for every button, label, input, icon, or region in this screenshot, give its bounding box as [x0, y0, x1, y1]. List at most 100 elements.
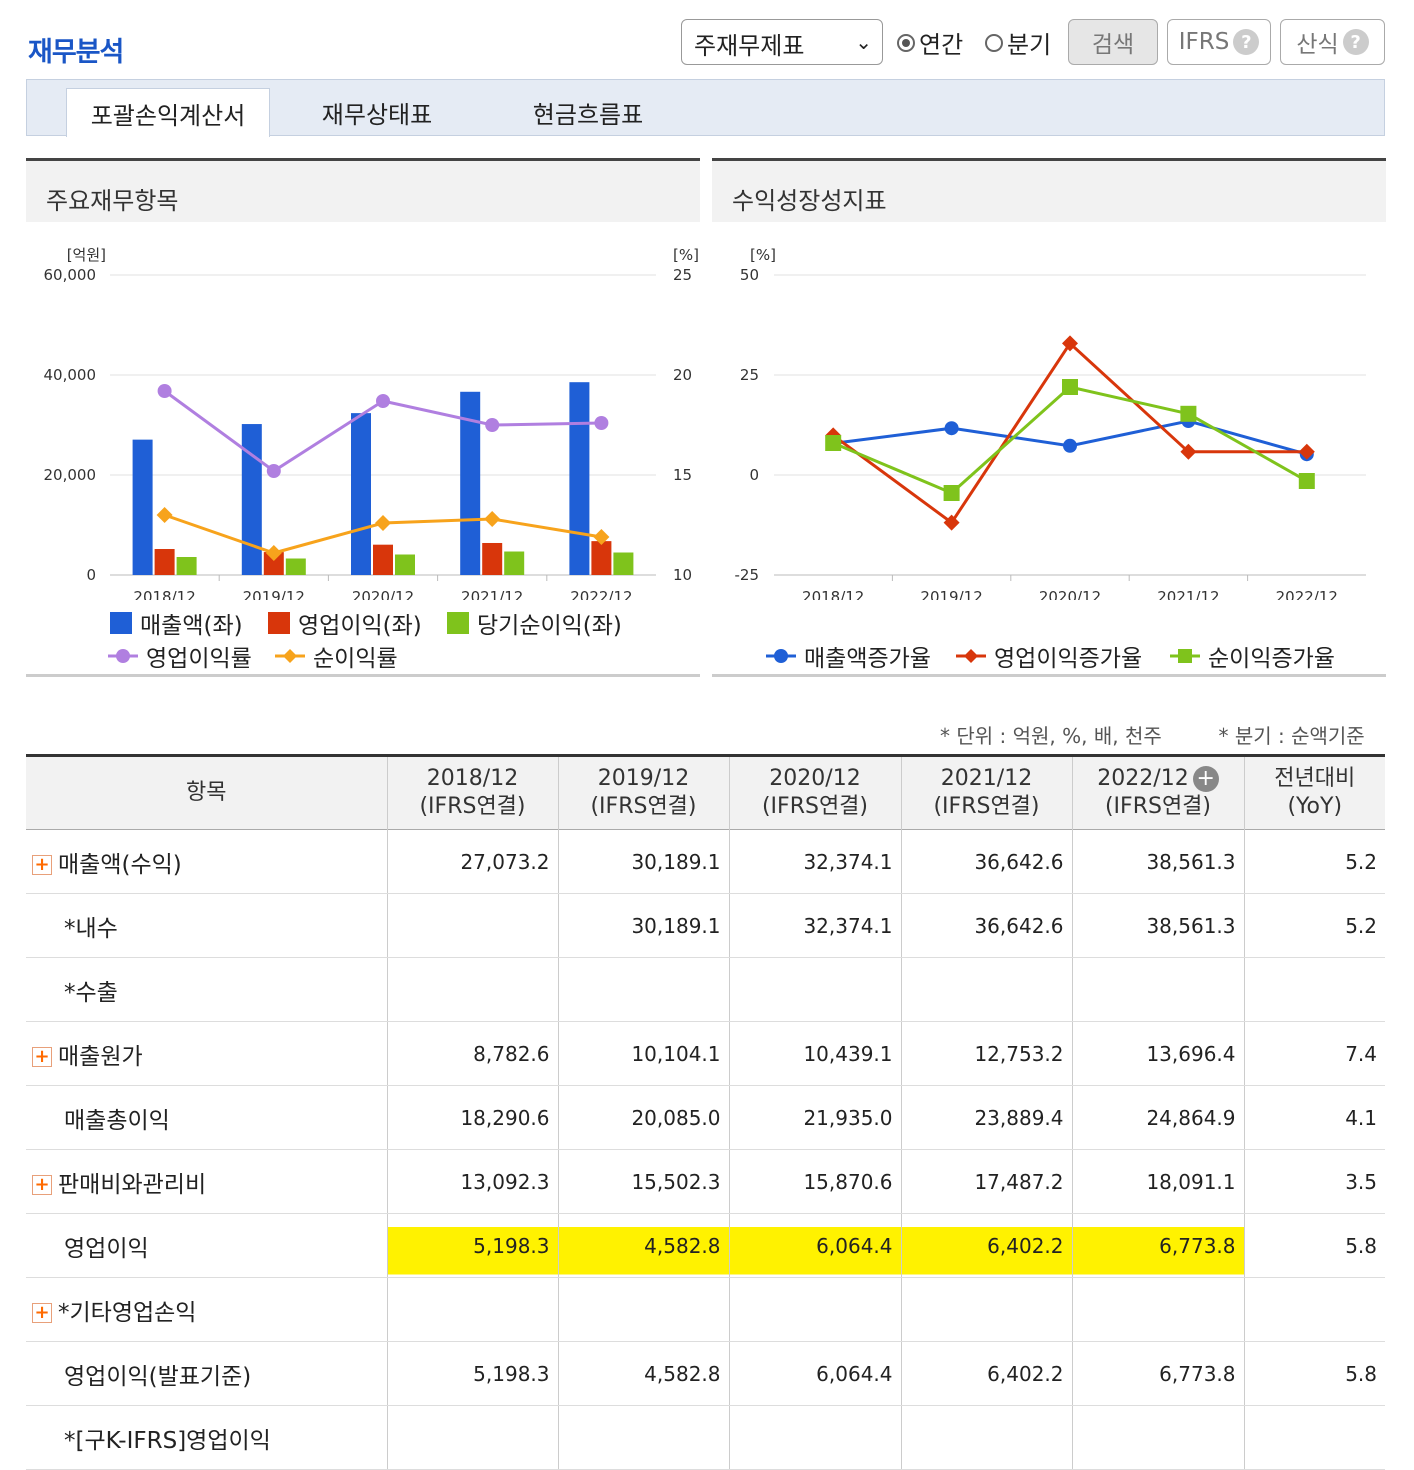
add-column-icon[interactable]: + — [1192, 766, 1219, 792]
data-point — [265, 545, 282, 561]
data-point — [1062, 379, 1078, 395]
legend-item: 순이익률 — [275, 639, 398, 673]
table-row: + 판매비와관리비 13,092.3 15,502.3 15,870.6 17,487.2… — [26, 1149, 1385, 1214]
yoy-cell: 5.2 — [1243, 893, 1385, 958]
y-left-unit-label: [억원] — [67, 246, 106, 264]
value-cell: 8,782.6 — [386, 1021, 558, 1086]
x-tick-label: 2022/12 — [570, 588, 632, 600]
right-panel-divider — [712, 674, 1386, 677]
table-row: *[구K-IFRS]영업이익 — [26, 1405, 1385, 1470]
table-header-row: 항목 2018/12 (IFRS연결) 2019/12 (IFRS연결) 2020/12(… — [26, 755, 1385, 830]
data-point — [484, 511, 501, 527]
table-row: 영업이익 5,198.3 4,582.8 6,064.4 6,402.2 6,773.8 5… — [26, 1213, 1385, 1278]
x-tick-label: 2018/12 — [133, 588, 195, 600]
bar — [460, 391, 481, 575]
value-cell: 10,104.1 — [557, 1021, 729, 1086]
bar — [613, 552, 634, 575]
data-point — [943, 485, 960, 501]
legend-line-marker — [956, 649, 986, 663]
data-point — [157, 384, 172, 398]
expand-plus-icon[interactable]: + — [32, 1175, 52, 1195]
data-point — [593, 529, 610, 545]
data-point — [943, 514, 960, 531]
row-label-text: 매출액(수익) — [58, 851, 182, 878]
y-tick-label: 0 — [749, 466, 759, 484]
value-cell: 13,092.3 — [386, 1149, 558, 1214]
value-cell: 4,582.8 — [557, 1213, 729, 1278]
row-label: + 매출원가 — [26, 1021, 387, 1086]
value-cell: 6,402.2 — [900, 1341, 1072, 1406]
value-cell: 38,561.3 — [1071, 893, 1244, 958]
tab-label: 현금흐름표 — [532, 100, 644, 129]
legend-item: 당기순이익(좌) — [447, 606, 622, 640]
expand-plus-icon[interactable]: + — [32, 1303, 52, 1323]
tab-balance-sheet[interactable]: 재무상태표 — [290, 88, 464, 136]
value-cell: 6,064.4 — [728, 1341, 901, 1406]
value-cell: 36,642.6 — [900, 829, 1072, 894]
data-point — [1180, 443, 1197, 460]
legend-item: 매출액(좌) — [110, 606, 243, 640]
value-cell: 32,374.1 — [728, 893, 901, 958]
data-point — [156, 507, 173, 523]
tab-income-statement[interactable]: 포괄손익계산서 — [66, 88, 270, 137]
data-point — [375, 515, 391, 531]
value-cell — [386, 1277, 558, 1342]
row-label: + 판매비와관리비 — [26, 1149, 387, 1214]
formula-button[interactable]: 산식 ? — [1280, 19, 1385, 65]
legend-label: 매출액증가율 — [804, 646, 931, 672]
value-cell: 36,642.6 — [900, 893, 1072, 958]
radio-annual[interactable]: 연간 — [897, 25, 963, 60]
x-tick-label: 2019/12 — [243, 588, 305, 600]
yoy-cell — [1243, 1277, 1385, 1342]
row-label-text: *수출 — [64, 979, 118, 1006]
bar — [482, 542, 503, 575]
value-cell: 30,189.1 — [557, 893, 729, 958]
ifrs-button-label: IFRS — [1178, 29, 1230, 55]
value-cell: 17,487.2 — [900, 1149, 1072, 1214]
value-cell — [900, 1277, 1072, 1342]
search-button[interactable]: 검색 — [1068, 19, 1158, 65]
x-tick-label: 2020/12 — [352, 588, 414, 600]
legend-line-marker — [275, 649, 305, 663]
value-cell: 18,290.6 — [386, 1085, 558, 1150]
right-panel-header: 수익성장성지표 — [712, 158, 1386, 222]
yoy-cell — [1243, 957, 1385, 1022]
ifrs-button[interactable]: IFRS ? — [1167, 19, 1271, 65]
radio-quarter[interactable]: 분기 — [985, 25, 1051, 60]
row-label-text: *기타영업손익 — [58, 1299, 197, 1326]
expand-plus-icon[interactable]: + — [32, 855, 52, 875]
left-panel-header: 주요재무항목 — [26, 158, 700, 222]
formula-button-label: 산식 — [1296, 32, 1339, 58]
value-cell: 15,870.6 — [728, 1149, 901, 1214]
row-label: *[구K-IFRS]영업이익 — [26, 1405, 387, 1470]
value-cell: 6,773.8 — [1071, 1341, 1244, 1406]
column-header-period: 2020/12 (IFRS연결) — [728, 755, 901, 830]
value-cell — [557, 957, 729, 1022]
data-point — [1298, 443, 1315, 460]
column-header-item: 항목 — [26, 755, 387, 830]
legend-item: 영업이익증가율 — [956, 639, 1142, 673]
x-tick-label: 2021/12 — [1157, 588, 1219, 600]
growth-indicators-chart: [%] 50 25 0 -25 2018/12 2019/12 2020/12 2021/12 2… — [735, 246, 1366, 600]
right-panel-title: 수익성장성지표 — [732, 187, 887, 215]
y-unit-label: [%] — [750, 246, 776, 264]
legend-item: 영업이익(좌) — [268, 606, 422, 640]
legend-label: 영업이익증가율 — [994, 646, 1143, 672]
y-tick-label: 50 — [740, 266, 759, 284]
row-label-text: *내수 — [64, 915, 118, 942]
value-cell: 18,091.1 — [1071, 1149, 1244, 1214]
radio-selected-icon — [897, 33, 915, 52]
value-cell: 32,374.1 — [728, 829, 901, 894]
financial-items-chart: [억원] [%] 60,000 25 40,000 20 20,000 15 0 10 2018/1… — [44, 246, 699, 600]
tab-cash-flow[interactable]: 현금흐름표 — [500, 88, 676, 136]
value-cell: 6,773.8 — [1071, 1213, 1244, 1278]
y-left-tick-label: 0 — [86, 566, 96, 584]
legend-line-marker — [108, 649, 138, 663]
legend-item: 영업이익률 — [108, 639, 252, 673]
bar — [263, 552, 284, 575]
value-cell: 24,864.9 — [1071, 1085, 1244, 1150]
expand-plus-icon[interactable]: + — [32, 1047, 52, 1067]
statement-type-select[interactable]: 주재무제표 ⌄ — [681, 19, 883, 65]
table-row: + *기타영업손익 — [26, 1277, 1385, 1342]
radio-annual-label: 연간 — [919, 31, 964, 59]
